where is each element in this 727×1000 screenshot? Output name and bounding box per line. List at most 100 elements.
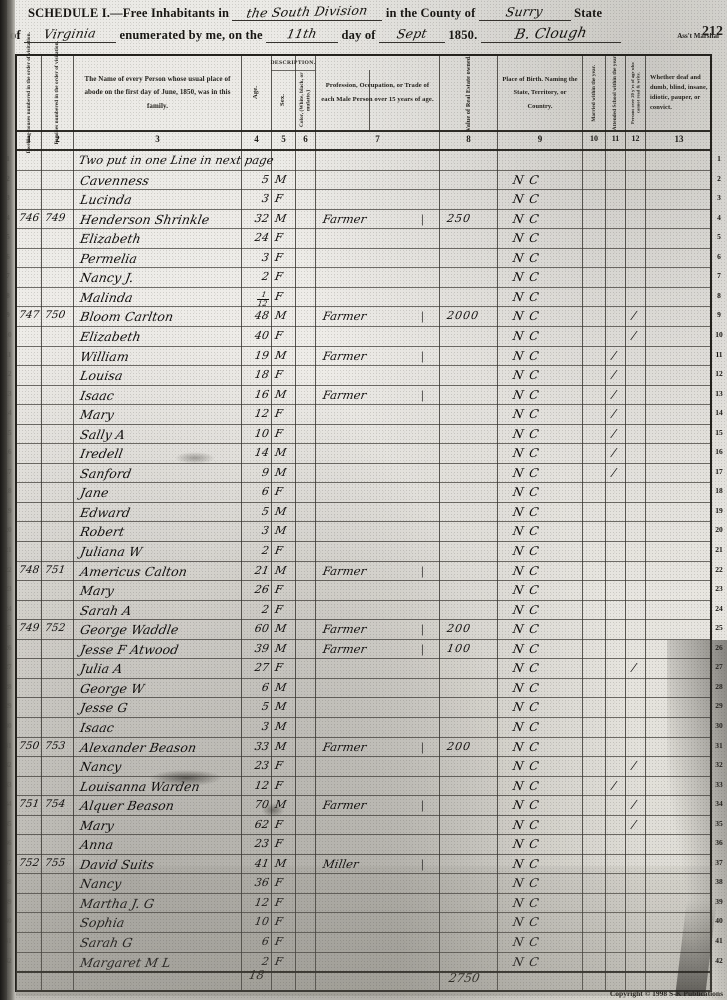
row-number-right: 24 (715, 603, 723, 613)
attended-school-mark: / (609, 778, 619, 792)
place-of-birth: N C (511, 778, 541, 793)
real-estate-value: 200 (445, 622, 473, 636)
person-name: Louisa (79, 368, 124, 384)
month-value: Sept (395, 25, 429, 42)
occupation-ditto-stroke: | (421, 386, 424, 402)
enumerated-label: enumerated by me, on the (119, 28, 263, 42)
attended-school-mark: / (609, 446, 619, 460)
row-number-right: 37 (715, 857, 723, 867)
person-sex: F (273, 837, 284, 851)
person-age: 3 (260, 192, 271, 206)
person-age: 32 (253, 211, 271, 225)
person-name: George W (79, 680, 146, 696)
row-number-right: 7 (717, 271, 721, 281)
row-number-right: 20 (715, 525, 723, 535)
row-rule (17, 834, 710, 836)
occupation-ditto-stroke: | (421, 640, 424, 656)
place-of-birth: N C (511, 465, 541, 480)
occupation-ditto-stroke: | (421, 347, 424, 363)
place-of-birth: N C (511, 231, 541, 246)
person-occupation: Farmer (321, 348, 368, 363)
person-name: Nancy (79, 876, 123, 892)
row-rule (17, 384, 710, 386)
place-of-birth: N C (511, 250, 541, 265)
person-sex: M (273, 798, 288, 812)
row-number-right: 11 (715, 349, 723, 359)
header-family: Families numbered in the order of visita… (54, 41, 61, 145)
col-rule-11 (625, 56, 626, 990)
person-sex: M (273, 739, 288, 753)
row-number-right: 5 (717, 232, 721, 242)
person-age: 40 (253, 328, 271, 342)
attended-school-mark: / (609, 407, 619, 421)
person-age: 60 (253, 622, 271, 636)
occupation-ditto-stroke: | (421, 621, 424, 637)
dwelling-number: 748 (18, 563, 41, 576)
person-name: Martha J. G (79, 895, 156, 911)
row-rule (17, 423, 710, 425)
person-name: Lucinda (79, 192, 134, 208)
person-name: David Suits (79, 856, 156, 872)
row-rule (17, 892, 710, 894)
person-name: William (79, 348, 131, 364)
header-disability: Whether deaf and dumb, blind, insane, id… (650, 74, 708, 111)
cannot-read-write-mark: / (629, 661, 639, 675)
person-age: 21 (253, 563, 271, 577)
page-number: 212 (702, 24, 723, 39)
row-number-right: 36 (715, 838, 723, 848)
value-total: 2750 (447, 971, 481, 985)
row-rule (17, 932, 710, 933)
row-number-right: 17 (715, 466, 723, 476)
row-number-right: 42 (715, 955, 723, 965)
place-of-birth: N C (511, 856, 541, 871)
person-sex: F (273, 759, 284, 773)
person-age: 9 (260, 465, 271, 479)
row-rule (17, 169, 710, 171)
description-group-header: DESCRIPTION. (270, 59, 316, 66)
place-of-birth: N C (511, 368, 541, 383)
place-of-birth: N C (511, 837, 541, 852)
family-number: 751 (44, 563, 67, 576)
family-number: 755 (44, 856, 67, 869)
person-name: Mary (79, 583, 116, 599)
marshal-title: Ass't Marshal (677, 32, 719, 40)
dwelling-number: 746 (18, 211, 41, 224)
dwelling-number: 750 (18, 739, 41, 752)
person-sex: F (273, 328, 284, 342)
header-birthplace: Place of Birth. Naming the State, Territ… (502, 75, 578, 110)
row-rule (17, 873, 710, 875)
person-name: Sanford (79, 465, 133, 481)
person-sex: F (273, 192, 284, 206)
person-age: 2 (260, 602, 271, 616)
person-age: 6 (260, 485, 271, 499)
person-age: 2 (260, 954, 271, 968)
row-rule (17, 658, 710, 660)
row-rule (17, 697, 710, 699)
dwelling-number: 749 (18, 622, 41, 635)
col-rule-7 (439, 56, 440, 990)
person-age: 3 (260, 719, 271, 733)
person-name: Permelia (79, 250, 139, 266)
person-age: 3 (260, 524, 271, 538)
row-rule (17, 267, 710, 269)
row-number-right: 6 (717, 251, 721, 261)
header-occupation: Profession, Occupation, or Trade of each… (321, 82, 434, 103)
marshal-signature: B. Clough (513, 25, 589, 43)
row-number-right: 9 (717, 310, 721, 320)
person-age: 18 (253, 368, 271, 382)
col-rule-4 (271, 56, 272, 990)
person-sex: M (273, 446, 288, 460)
row-number-right: 28 (715, 681, 723, 691)
person-age: 5 (260, 172, 271, 186)
person-age: 12 (253, 778, 271, 792)
colnum-1: 1 (26, 134, 32, 144)
person-name: Jesse F Atwood (79, 641, 180, 657)
row-rule (17, 306, 710, 308)
person-age: 2 (260, 544, 271, 557)
cannot-read-write-mark: / (629, 309, 639, 323)
person-age: 33 (253, 739, 271, 753)
row-number-right: 21 (715, 545, 723, 554)
person-age: 5 (260, 504, 271, 518)
person-occupation: Farmer (321, 739, 368, 754)
row-rule (17, 912, 710, 914)
